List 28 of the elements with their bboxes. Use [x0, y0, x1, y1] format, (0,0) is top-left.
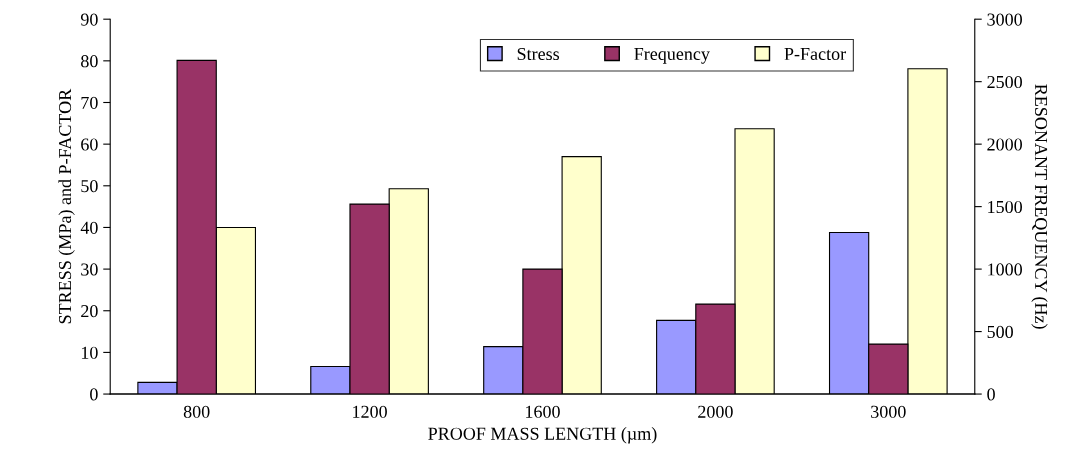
y-tick-label: 90 [80, 13, 98, 26]
legend-label: Stress [517, 47, 560, 61]
y-axis-title: STRESS (MPa) and P-FACTOR [58, 88, 75, 324]
y2-tick-label: 1500 [988, 200, 1022, 214]
x-axis-title: PROOF MASS LENGTH (µm) [428, 427, 657, 444]
y-tick-label: 70 [81, 96, 98, 109]
x-tick-label: 2000 [698, 405, 733, 418]
y2-tick-label: 2500 [987, 75, 1022, 89]
y2-axis-title: RESONANT FREQUENCY (Hz) [1031, 84, 1048, 329]
legend-label: Frequency [634, 48, 710, 64]
y2-tick-label: 500 [987, 325, 1013, 339]
legend-label: P-Factor [784, 48, 846, 61]
x-tick-label: 1600 [526, 405, 560, 418]
x-tick-label: 3000 [871, 405, 906, 418]
y2-tick-label: 3000 [987, 13, 1022, 26]
y-tick-label: 0 [90, 388, 98, 401]
x-tick-label: 800 [183, 405, 210, 418]
y-tick-label: 60 [81, 138, 98, 151]
y-tick-label: 10 [81, 346, 98, 359]
y-tick-label: 30 [81, 263, 98, 276]
y2-tick-label: 0 [987, 388, 995, 401]
y2-tick-label: 2000 [987, 138, 1022, 151]
y-tick-label: 50 [81, 180, 98, 193]
x-tick-label: 1200 [353, 405, 387, 418]
y-tick-label: 40 [80, 221, 98, 234]
y-tick-label: 20 [81, 305, 98, 318]
y-tick-label: 80 [81, 55, 98, 68]
y2-tick-label: 1000 [988, 263, 1022, 276]
